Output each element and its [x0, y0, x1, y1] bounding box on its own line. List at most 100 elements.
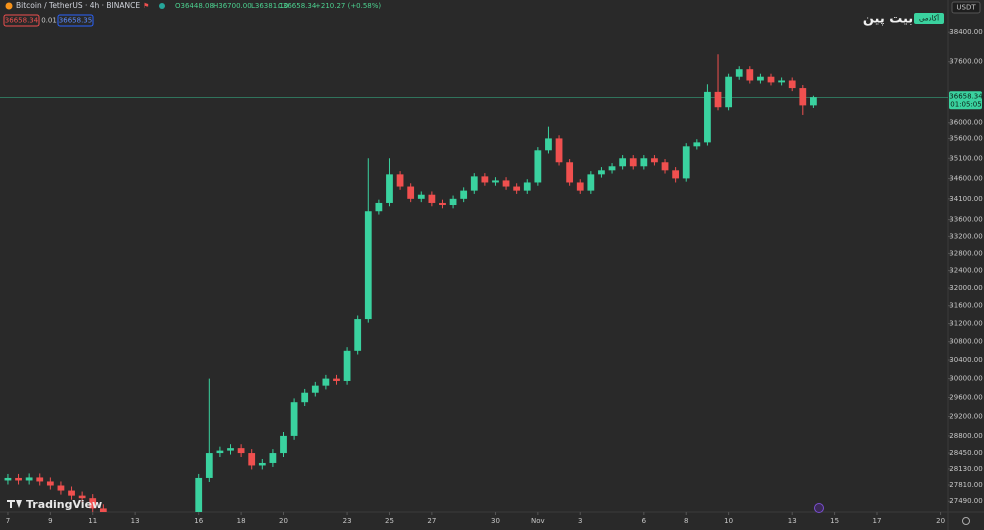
- brand-logo: بیت پین: [863, 12, 913, 27]
- y-tick-label: 28130.00: [949, 465, 982, 473]
- candle-body: [460, 190, 468, 199]
- candle-body: [693, 142, 701, 147]
- candle-body: [269, 453, 277, 463]
- candle-body: [333, 378, 340, 381]
- candle-body: [682, 146, 690, 179]
- candle-body: [439, 202, 446, 206]
- flag-icon[interactable]: ⚑: [143, 2, 149, 10]
- candle-body: [280, 435, 287, 454]
- event-icon[interactable]: [814, 503, 824, 513]
- currency[interactable]: USDT: [956, 4, 976, 12]
- candle-body: [640, 158, 648, 167]
- y-tick-label: 34600.00: [949, 174, 982, 182]
- countdown: 01:05:05: [950, 100, 981, 108]
- candle-body: [725, 76, 733, 108]
- candle-body: [364, 211, 372, 320]
- candle-body: [714, 91, 722, 108]
- x-tick-label: 9: [48, 517, 52, 525]
- candle-body: [78, 495, 86, 499]
- candle-body: [481, 176, 489, 183]
- x-tick-label: 6: [642, 517, 647, 525]
- y-tick-label: 28450.00: [949, 449, 982, 457]
- candle-body: [205, 453, 213, 478]
- candle-body: [36, 477, 44, 482]
- x-tick-label: 18: [237, 517, 246, 525]
- last-price-box: [949, 91, 982, 110]
- candle-body: [343, 350, 351, 381]
- x-tick-label: 30: [491, 517, 500, 525]
- candle-body: [545, 138, 552, 151]
- settings-icon[interactable]: [962, 517, 970, 525]
- candle-body: [417, 194, 425, 199]
- y-tick-label: 38400.00: [949, 28, 982, 36]
- y-tick-label: 31200.00: [949, 320, 982, 328]
- candle-body: [767, 76, 775, 83]
- candle-body: [290, 402, 298, 436]
- candle-body: [354, 319, 362, 351]
- candle-body: [608, 166, 616, 171]
- symbol-icon: [5, 2, 13, 10]
- y-tick-label: 32800.00: [949, 249, 982, 257]
- candle-body: [195, 477, 203, 512]
- sell-price[interactable]: 36658.34: [5, 17, 39, 25]
- last-price-label: 36658.34: [949, 92, 983, 100]
- y-tick-label: 32400.00: [949, 267, 982, 275]
- y-tick-label: 34100.00: [949, 195, 982, 203]
- status-dot: [159, 3, 165, 9]
- candle-body: [629, 158, 637, 167]
- currency-box[interactable]: [951, 1, 981, 14]
- candle-body: [492, 180, 499, 183]
- candle-body: [661, 162, 669, 171]
- candle-body: [396, 174, 404, 187]
- x-tick-label: 16: [194, 517, 203, 525]
- candle-body: [25, 477, 33, 481]
- sell-box[interactable]: [3, 14, 40, 27]
- y-tick-label: 36000.00: [949, 119, 982, 127]
- spread: 0.01: [41, 17, 57, 25]
- candle-body: [89, 498, 97, 509]
- candle-body: [672, 170, 680, 179]
- candle-body: [523, 182, 531, 191]
- candle-body: [555, 138, 563, 163]
- ohlc-change: +210.27 (+0.58%): [315, 2, 381, 10]
- watermark: TradingView: [26, 498, 102, 511]
- symbol[interactable]: Bitcoin / TetherUS · 4h · BINANCE: [16, 1, 140, 10]
- candle-body: [4, 477, 12, 481]
- candle-body: [788, 80, 796, 89]
- buy-price[interactable]: 36658.35: [59, 17, 92, 25]
- x-tick-label: 20: [936, 517, 945, 525]
- x-tick-label: 13: [131, 517, 140, 525]
- candle-body: [470, 176, 478, 191]
- buy-box[interactable]: [57, 14, 94, 27]
- badge-box: [914, 13, 944, 24]
- candle-body: [651, 158, 658, 163]
- y-tick-label: 32000.00: [949, 284, 982, 292]
- x-tick-label: 27: [427, 517, 436, 525]
- candle-body: [237, 448, 245, 454]
- candle-body: [311, 385, 319, 393]
- candle-body: [449, 198, 457, 206]
- candle-body: [619, 158, 627, 167]
- candle-body: [757, 76, 764, 81]
- candle-body: [68, 490, 75, 496]
- y-tick-label: 33600.00: [949, 216, 982, 224]
- y-tick-label: 31600.00: [949, 302, 982, 310]
- x-tick-label: 17: [873, 517, 882, 525]
- candle-body: [375, 202, 383, 212]
- ohlc-low: L36381.10: [251, 2, 288, 10]
- y-tick-label: 28800.00: [949, 432, 982, 440]
- y-tick-label: 27810.00: [949, 481, 982, 489]
- y-tick-label: 35100.00: [949, 154, 982, 162]
- ohlc-high: H36700.00: [213, 2, 252, 10]
- ohlc-close: C36658.34: [278, 2, 317, 10]
- candle-body: [227, 448, 234, 451]
- candle-body: [799, 88, 807, 106]
- candle-body: [258, 462, 266, 466]
- y-tick-label: 30000.00: [949, 375, 982, 383]
- x-tick-label: 13: [788, 517, 797, 525]
- x-tick-label: 3: [578, 517, 582, 525]
- candle-body: [566, 162, 574, 183]
- y-tick-label: 37600.00: [949, 58, 982, 66]
- candle-body: [15, 477, 22, 481]
- x-tick-label: Nov: [531, 517, 545, 525]
